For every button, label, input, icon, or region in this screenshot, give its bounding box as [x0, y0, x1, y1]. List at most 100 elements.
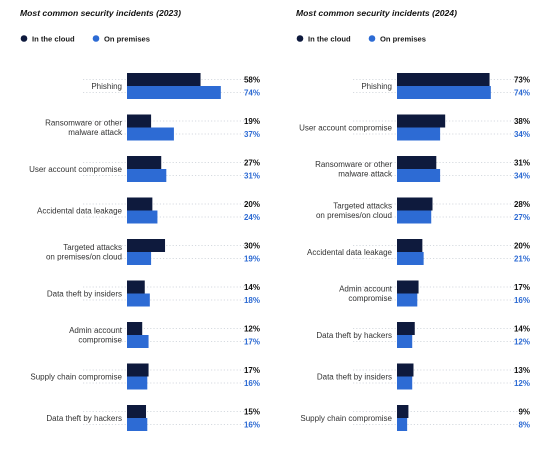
- bar-cloud-2023-5: [127, 280, 145, 294]
- category-label-2023-1: Ransomware or other: [45, 118, 122, 127]
- category-label-2023-7: Supply chain compromise: [30, 372, 122, 381]
- bar-cloud-2024-5: [397, 280, 419, 294]
- bar-cloud-2024-7: [397, 363, 414, 377]
- chart-title-2024: Most common security incidents (2024): [296, 8, 457, 18]
- value-premises-2023-1: 37%: [244, 130, 260, 139]
- value-cloud-2023-2: 27%: [244, 158, 260, 167]
- value-premises-2023-7: 16%: [244, 379, 260, 388]
- category-label-2024-7: Data theft by insiders: [317, 372, 392, 381]
- value-premises-2024-3: 27%: [514, 213, 530, 222]
- legend-label-premises-2023: On premises: [104, 34, 150, 43]
- legend-label-cloud-2024: In the cloud: [308, 34, 351, 43]
- bar-cloud-2024-8: [397, 405, 409, 418]
- category-label-2024-1: User account compromise: [299, 123, 392, 132]
- legend-label-cloud-2023: In the cloud: [32, 34, 75, 43]
- bar-premises-2023-7: [127, 376, 148, 390]
- bar-premises-2023-6: [127, 335, 149, 348]
- category-label-2023-6: Admin account: [69, 326, 123, 335]
- bar-cloud-2023-4: [127, 239, 166, 252]
- bar-premises-2024-4: [397, 252, 424, 265]
- legend-dot-cloud-2024: [296, 35, 304, 42]
- bar-premises-2024-6: [397, 335, 413, 348]
- value-cloud-2023-8: 15%: [244, 407, 260, 416]
- category-label-2023-2: User account compromise: [29, 165, 122, 174]
- bar-cloud-2024-6: [397, 322, 415, 335]
- bar-premises-2023-5: [127, 293, 150, 307]
- value-cloud-2023-6: 12%: [244, 324, 260, 333]
- value-premises-2023-6: 17%: [244, 337, 260, 346]
- bar-premises-2024-3: [397, 210, 432, 224]
- category-label-2023-6-line2: compromise: [78, 336, 122, 345]
- bar-cloud-2023-3: [127, 197, 153, 211]
- value-premises-2024-1: 34%: [514, 130, 530, 139]
- bar-premises-2023-1: [127, 127, 174, 141]
- bar-premises-2024-7: [397, 376, 413, 390]
- bar-premises-2023-4: [127, 252, 152, 265]
- bar-cloud-2023-1: [127, 114, 152, 128]
- value-cloud-2024-2: 31%: [514, 158, 530, 167]
- value-cloud-2023-0: 58%: [244, 75, 260, 84]
- bar-cloud-2023-6: [127, 322, 143, 335]
- bar-premises-2024-8: [397, 418, 408, 431]
- category-label-2024-2: Ransomware or other: [315, 160, 392, 169]
- value-premises-2023-4: 19%: [244, 254, 260, 263]
- category-label-2024-4: Accidental data leakage: [307, 248, 393, 257]
- value-cloud-2024-3: 28%: [514, 200, 530, 209]
- value-premises-2024-8: 8%: [518, 420, 530, 429]
- category-label-2024-0: Phishing: [361, 82, 392, 91]
- legend-dot-premises-2024: [368, 35, 376, 42]
- value-premises-2023-3: 24%: [244, 213, 260, 222]
- value-premises-2023-5: 18%: [244, 296, 260, 305]
- bar-cloud-2023-8: [127, 405, 147, 418]
- category-label-2024-6: Data theft by hackers: [316, 331, 392, 340]
- value-cloud-2023-1: 19%: [244, 117, 260, 126]
- category-label-2023-1-line2: malware attack: [68, 128, 123, 137]
- value-cloud-2023-7: 17%: [244, 366, 260, 375]
- category-label-2023-0: Phishing: [91, 82, 122, 91]
- value-cloud-2024-4: 20%: [514, 241, 530, 250]
- bar-cloud-2024-0: [397, 73, 490, 86]
- bar-cloud-2024-3: [397, 197, 433, 211]
- bar-cloud-2024-2: [397, 156, 437, 169]
- value-cloud-2024-0: 73%: [514, 75, 530, 84]
- value-premises-2024-7: 12%: [514, 379, 530, 388]
- category-label-2024-3: Targeted attacks: [333, 201, 392, 210]
- value-cloud-2023-5: 14%: [244, 283, 260, 292]
- legend-label-premises-2024: On premises: [380, 34, 426, 43]
- category-label-2023-4: Targeted attacks: [63, 243, 122, 252]
- legend-dot-premises-2023: [92, 35, 100, 42]
- value-cloud-2024-8: 9%: [518, 407, 530, 416]
- category-label-2024-5: Admin account: [339, 284, 393, 293]
- bar-cloud-2024-1: [397, 114, 446, 128]
- value-cloud-2023-3: 20%: [244, 200, 260, 209]
- value-premises-2024-2: 34%: [514, 171, 530, 180]
- bar-premises-2024-5: [397, 293, 418, 307]
- category-label-2023-4-line2: on premises/on cloud: [46, 253, 122, 262]
- value-cloud-2023-4: 30%: [244, 241, 260, 250]
- category-label-2024-8: Supply chain compromise: [300, 414, 392, 423]
- value-premises-2023-8: 16%: [244, 420, 260, 429]
- bar-premises-2024-2: [397, 169, 441, 182]
- value-premises-2024-5: 16%: [514, 296, 530, 305]
- category-label-2023-3: Accidental data leakage: [37, 206, 123, 215]
- chart-title-2023: Most common security incidents (2023): [20, 8, 181, 18]
- bar-premises-2023-8: [127, 418, 148, 431]
- category-label-2023-5: Data theft by insiders: [47, 289, 122, 298]
- value-cloud-2024-1: 38%: [514, 117, 530, 126]
- bar-premises-2023-3: [127, 210, 158, 224]
- value-premises-2023-2: 31%: [244, 171, 260, 180]
- category-label-2024-2-line2: malware attack: [338, 170, 393, 179]
- bar-premises-2024-1: [397, 127, 441, 141]
- category-label-2024-5-line2: compromise: [348, 294, 392, 303]
- value-premises-2024-4: 21%: [514, 254, 530, 263]
- legend-dot-cloud-2023: [20, 35, 28, 42]
- value-premises-2024-6: 12%: [514, 337, 530, 346]
- bar-premises-2023-2: [127, 169, 167, 182]
- bar-cloud-2024-4: [397, 239, 423, 252]
- category-label-2023-8: Data theft by hackers: [46, 414, 122, 423]
- value-cloud-2024-7: 13%: [514, 366, 530, 375]
- category-label-2024-3-line2: on premises/on cloud: [316, 211, 392, 220]
- bar-premises-2024-0: [397, 86, 491, 99]
